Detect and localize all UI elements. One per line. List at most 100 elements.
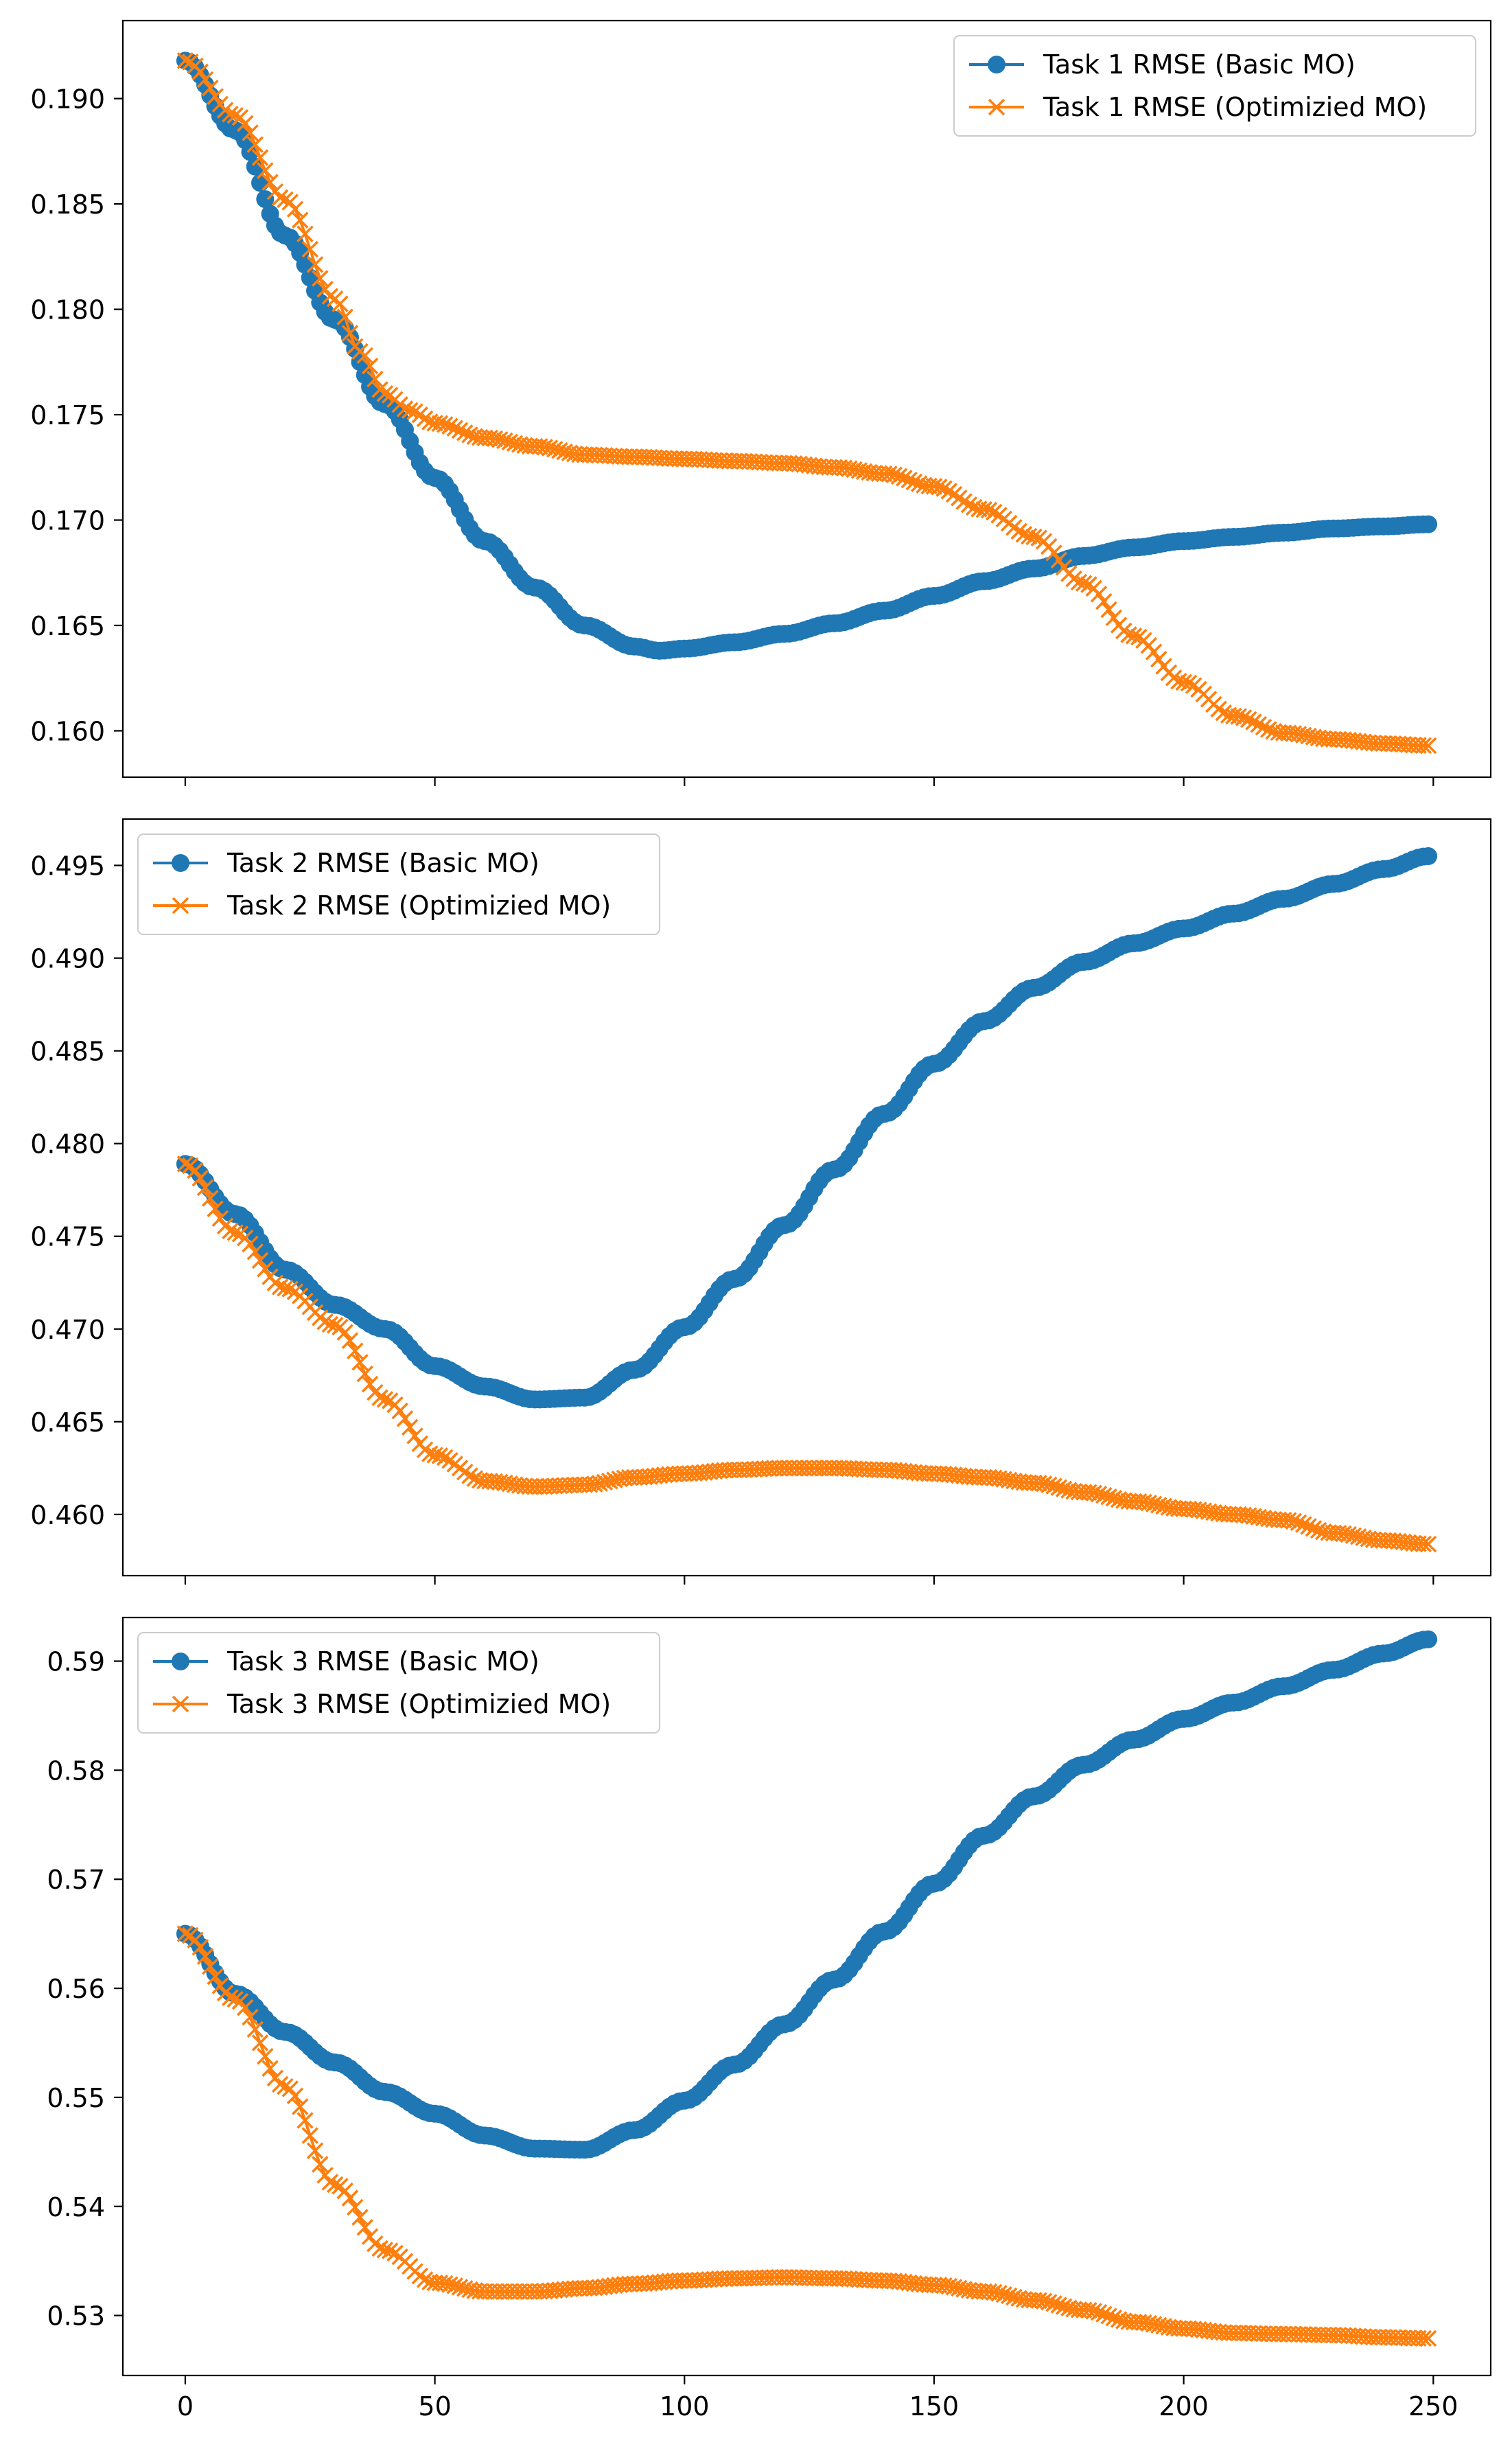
panel-1-series-1-point-249: [1419, 515, 1438, 533]
panel-2-series-2-point-44: [396, 1410, 414, 1427]
panel-3-series-2-point-181: [1080, 2301, 1097, 2319]
panel-2-series-2-point-32: [336, 1324, 353, 1341]
panel-3-series-2-point-56: [456, 2280, 474, 2297]
panel-3-series-1: [176, 1630, 1438, 2159]
panel-3-legend-marker-1: [172, 1653, 189, 1670]
panel-2-series-2-point-40: [376, 1391, 394, 1408]
panel-2-series-2-point-227: [1310, 1521, 1327, 1539]
panel-1-series-2-point-21: [281, 194, 299, 211]
panel-2-legend-marker-2: [172, 897, 189, 914]
xtick-label-2: 100: [660, 2391, 710, 2421]
panel-3-series-2-point-166: [1005, 2288, 1023, 2306]
panel-2-ytick-label-7: 0.495: [30, 851, 105, 882]
panel-1-series-2-point-3: [191, 63, 209, 81]
panel-2-series-2-point-4: [196, 1179, 214, 1197]
panel-2-series-2-point-7: [211, 1210, 229, 1227]
panel-2-series-2-point-82: [586, 1475, 603, 1493]
panel-2-series-2-point-195: [1150, 1497, 1167, 1514]
panel-2-series-2-point-226: [1305, 1520, 1323, 1537]
panel-2-series-2-point-35: [351, 1354, 369, 1371]
panel-2-ytick-label-0: 0.460: [30, 1500, 105, 1530]
panel-1-series-2-point-142: [885, 466, 903, 483]
panel-3-series-2-point-23: [291, 2098, 309, 2115]
panel-2-series-2-point-46: [406, 1427, 423, 1445]
panel-2-series-2-point-34: [346, 1342, 364, 1359]
xtick-label-5: 250: [1408, 2391, 1458, 2421]
panel-1-ytick-label-0: 0.160: [30, 716, 105, 746]
panel-2-series-2-point-225: [1300, 1518, 1317, 1535]
panel-1-series-2-point-215: [1250, 716, 1268, 733]
panel-1-series-2-point-213: [1240, 711, 1257, 728]
panel-1-series-2-point-51: [431, 415, 449, 433]
panel-1-series-2-point-46: [406, 403, 423, 420]
panel-3-ytick-label-1: 0.54: [47, 2192, 105, 2222]
panel-1-series-2-point-54: [446, 419, 463, 437]
panel-1-series-2-point-27: [312, 270, 329, 287]
panel-1-series-2-point-74: [546, 441, 563, 458]
panel-3-series-2-point-185: [1100, 2308, 1117, 2325]
panel-3-ytick-label-5: 0.58: [47, 1756, 105, 1786]
panel-2-series-2-point-83: [591, 1475, 608, 1492]
panel-2-series-2-point-29: [321, 1315, 339, 1333]
panel-3-legend: Task 3 RMSE (Basic MO) Task 3 RMSE (Optim…: [137, 1632, 660, 1734]
panel-3-series-2-point-7: [211, 1977, 229, 1994]
panel-1-series-2-point-194: [1145, 643, 1163, 660]
xtick-label-1: 50: [418, 2391, 451, 2421]
panel-3-legend-label-1: Task 3 RMSE (Basic MO): [226, 1646, 539, 1677]
panel-1-series-2-point-141: [881, 465, 898, 483]
panel-2-series-2-point-175: [1050, 1479, 1068, 1496]
panel-2-ytick-label-5: 0.485: [30, 1037, 105, 1067]
panel-2-series-2: [176, 1155, 1437, 1553]
panel-3-legend-label-2: Task 3 RMSE (Optimizied MO): [226, 1689, 611, 1719]
panel-1-series-2-point-29: [321, 288, 339, 305]
panel-1-series-2-point-143: [890, 468, 908, 485]
panel-1-series-2-point-25: [301, 240, 319, 258]
panel-1-series-2-point-208: [1215, 704, 1233, 722]
panel-1-series-2-point-217: [1260, 721, 1277, 738]
panel-1-legend-marker-2: [988, 98, 1005, 116]
panel-3-series-2-point-165: [1000, 2287, 1018, 2305]
panel-1-frame: [121, 19, 1492, 779]
panel-1-series-2-point-56: [456, 424, 474, 441]
panel-2-series-2-point-10: [226, 1224, 244, 1241]
panel-1-series-2-point-10: [226, 106, 244, 124]
panel-1-series-2-point-53: [441, 417, 458, 435]
panel-1-series-2-point-161: [980, 501, 998, 519]
panel-1-series-2: [176, 52, 1437, 755]
panel-3-series-2: [176, 1925, 1437, 2347]
plots-layer: 0.160 0.165 0.170 0.175 0.180 0.185 0.190 Task …: [30, 19, 1492, 2421]
panel-1-series-2-point-134: [846, 461, 863, 479]
panel-1-legend: Task 1 RMSE (Basic MO) Task 1 RMSE (Optim…: [953, 35, 1476, 137]
panel-1-series-2-point-72: [536, 439, 553, 456]
panel-3-series-2-point-30: [326, 2176, 344, 2194]
panel-1-series-2-point-211: [1230, 708, 1247, 725]
panel-1-series-2-point-150: [925, 478, 943, 495]
panel-3-series-2-point-24: [296, 2112, 314, 2129]
panel-3-series-2-point-52: [436, 2275, 454, 2292]
panel-1-series-2-point-157: [960, 496, 978, 514]
panel-2-series-2-point-235: [1350, 1528, 1367, 1545]
panel-2-series-2-point-30: [326, 1317, 344, 1334]
panel-2-series-2-point-193: [1140, 1494, 1157, 1512]
panel-3-series-2-point-37: [361, 2228, 379, 2245]
panel-3-series-2-point-5: [202, 1958, 219, 1975]
panel-2-series-2-point-248: [1415, 1535, 1432, 1553]
panel-1-series-2-point-174: [1045, 544, 1062, 562]
panel-1-series-2-point-179: [1070, 573, 1088, 591]
panel-2-series-2-point-86: [606, 1471, 623, 1488]
panel-2-series-2-point-196: [1155, 1497, 1172, 1515]
panel-3-series-2-point-16: [257, 2047, 274, 2065]
panel-3-series-2-point-33: [341, 2189, 359, 2207]
panel-2-ytick-label-4: 0.480: [30, 1129, 105, 1160]
panel-1-series-2-point-152: [935, 480, 953, 497]
panel-3-ytick-label-0: 0.53: [47, 2301, 105, 2332]
panel-1-series-2-point-167: [1010, 522, 1027, 540]
panel-1-series-2-point-15: [251, 149, 269, 166]
panel-3-series-2-point-13: [242, 2008, 259, 2026]
panel-1-series-2-point-36: [356, 347, 374, 365]
panel-2-series-2-point-185: [1100, 1488, 1117, 1506]
panel-3-series-2-point-55: [451, 2279, 469, 2296]
panel-1-legend-marker-1: [988, 56, 1005, 73]
panel-3-series-2-point-17: [261, 2060, 279, 2078]
panel-1-series-2-point-216: [1255, 718, 1272, 736]
